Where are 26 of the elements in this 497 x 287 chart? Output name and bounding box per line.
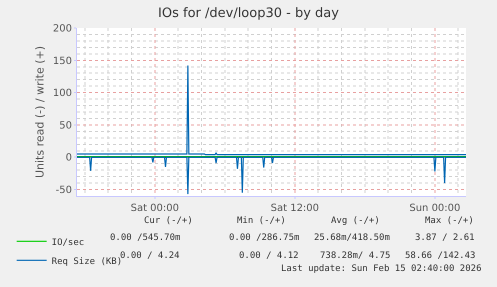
y-tick-label: -50	[56, 185, 72, 196]
x-tick-label: Sat 00:00	[130, 203, 180, 214]
text: 25.68m/418.50m	[314, 233, 390, 243]
text: Min (-/+)	[237, 216, 286, 226]
legend-label: Req Size (KB)	[52, 256, 122, 267]
x-tick-label: Sat 12:00	[270, 203, 320, 214]
y-tick-label: 0	[66, 152, 72, 164]
y-tick-label: 50	[59, 120, 72, 132]
text: 0.00 /286.75m	[229, 233, 300, 243]
text: 0.00 / 4.24	[120, 251, 180, 261]
y-tick-label: 150	[52, 56, 72, 67]
text: Cur (-/+)	[144, 216, 193, 226]
y-axis-title: Units read (-) / write (+)	[34, 46, 47, 178]
y-tick-label: 200	[52, 24, 72, 34]
text: 0.00 /545.70m	[110, 233, 180, 243]
legend-label: IO/sec	[52, 238, 84, 248]
text: 3.87 / 2.61	[415, 233, 475, 243]
text: Max (-/+)	[425, 216, 474, 226]
y-tick-label: 100	[52, 88, 72, 100]
text: 0.00 / 4.12	[239, 251, 299, 261]
text: 58.66 /142.43	[405, 251, 476, 261]
text: Last update: Sun Feb 15 02:40:00 2026	[281, 264, 482, 274]
text: Avg (-/+)	[331, 216, 380, 226]
text: 738.28m/ 4.75	[320, 251, 390, 261]
x-tick-label: Sun 00:00	[409, 203, 460, 214]
chart-title: IOs for /dev/loop30 - by day	[158, 6, 340, 22]
